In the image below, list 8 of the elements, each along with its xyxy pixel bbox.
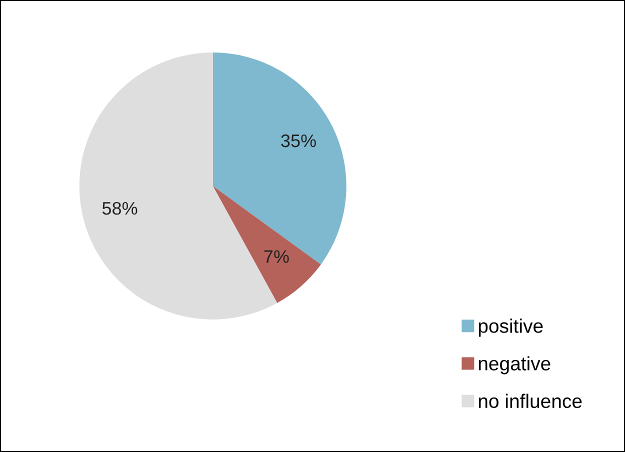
legend-label: no influence bbox=[478, 394, 582, 408]
data-label: 35% bbox=[281, 134, 316, 148]
data-label: 58% bbox=[102, 202, 138, 215]
pie-slice bbox=[212, 186, 321, 303]
legend-label: negative bbox=[478, 356, 550, 374]
data-label: 7% bbox=[264, 250, 289, 263]
pie-slice bbox=[212, 52, 346, 264]
legend-label: positive bbox=[478, 318, 543, 337]
